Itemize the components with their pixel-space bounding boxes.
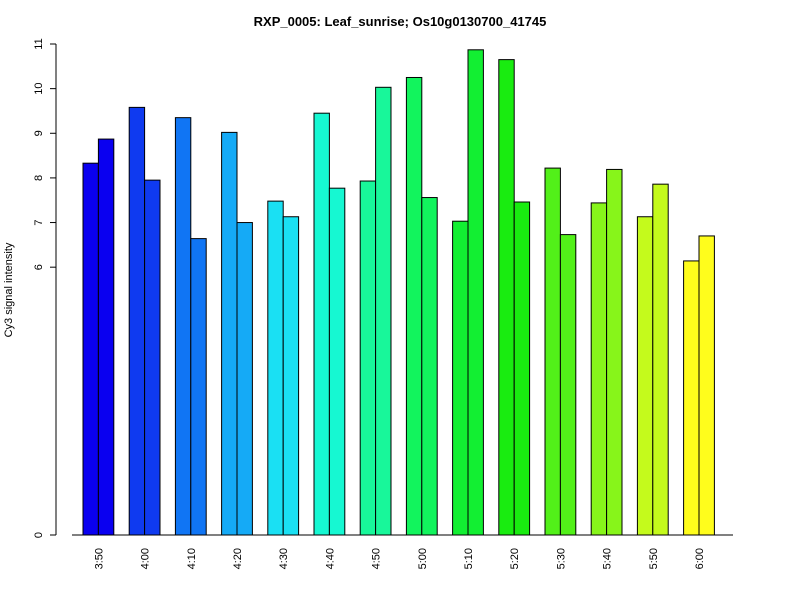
bar-410-s1 [174, 117, 192, 536]
bar-440-s2 [328, 187, 346, 536]
bar-420-s2 [236, 222, 253, 536]
bar-550-s1 [636, 216, 654, 536]
x-tick-label: 4:10 [186, 548, 198, 569]
bar-540-s2 [606, 168, 623, 536]
x-tick-label: 4:30 [278, 548, 290, 569]
bar-520-s1 [498, 59, 515, 536]
bar-430-s1 [267, 200, 284, 536]
bar-410-s2 [190, 238, 207, 536]
x-tick-label: 3:50 [93, 548, 105, 569]
bar-510-s1 [452, 220, 469, 536]
x-axis: 3:50 4:00 4:10 4:20 4:30 4:40 4:50 5:00 5:10 5:20… [72, 534, 733, 569]
bars-group [82, 49, 715, 536]
bar-530-s1 [544, 167, 561, 536]
bar-600-s1 [683, 260, 700, 536]
y-tick-label: 11 [33, 38, 45, 49]
x-tick-label: 5:10 [463, 548, 475, 569]
y-tick-label: 10 [33, 83, 45, 95]
y-tick-label: 8 [33, 175, 45, 181]
bar-500-s2 [421, 197, 438, 536]
bar-530-s2 [559, 234, 577, 536]
x-tick-label: 5:30 [555, 548, 567, 569]
bar-400-s1 [128, 106, 146, 536]
x-tick-label: 5:20 [509, 548, 521, 569]
x-tick-label: 4:00 [140, 548, 152, 569]
bar-350-s1 [82, 162, 99, 536]
bar-540-s1 [590, 202, 608, 536]
bar-350-s2 [97, 138, 115, 536]
x-tick-label: 4:50 [371, 548, 383, 569]
x-tick-label: 5:40 [602, 548, 614, 569]
bar-450-s2 [375, 86, 392, 536]
chart-title: RXP_0005: Leaf_sunrise; Os10g0130700_417… [254, 14, 547, 29]
y-tick-label: 7 [33, 219, 45, 225]
x-tick-label: 4:40 [324, 548, 336, 569]
x-tick-label: 5:50 [648, 548, 660, 569]
bar-500-s1 [405, 76, 423, 536]
y-axis-label: Cy3 signal intensity [3, 242, 15, 337]
y-tick-label: 0 [33, 532, 45, 538]
x-tick-label: 4:20 [232, 548, 244, 569]
x-tick-label: 5:00 [417, 548, 429, 569]
bar-450-s1 [359, 180, 377, 536]
bar-600-s2 [698, 235, 715, 536]
bar-420-s1 [221, 131, 238, 536]
bar-440-s1 [313, 112, 330, 536]
y-axis: 0 6 7 8 9 10 11 [33, 38, 57, 538]
bar-520-s2 [513, 201, 531, 536]
y-tick-label: 9 [33, 130, 45, 136]
y-tick-label: 6 [33, 264, 45, 270]
bar-510-s2 [467, 49, 484, 536]
x-tick-label: 6:00 [694, 548, 706, 569]
bar-400-s2 [144, 179, 161, 536]
bar-430-s2 [282, 216, 300, 536]
bar-550-s2 [652, 183, 669, 536]
